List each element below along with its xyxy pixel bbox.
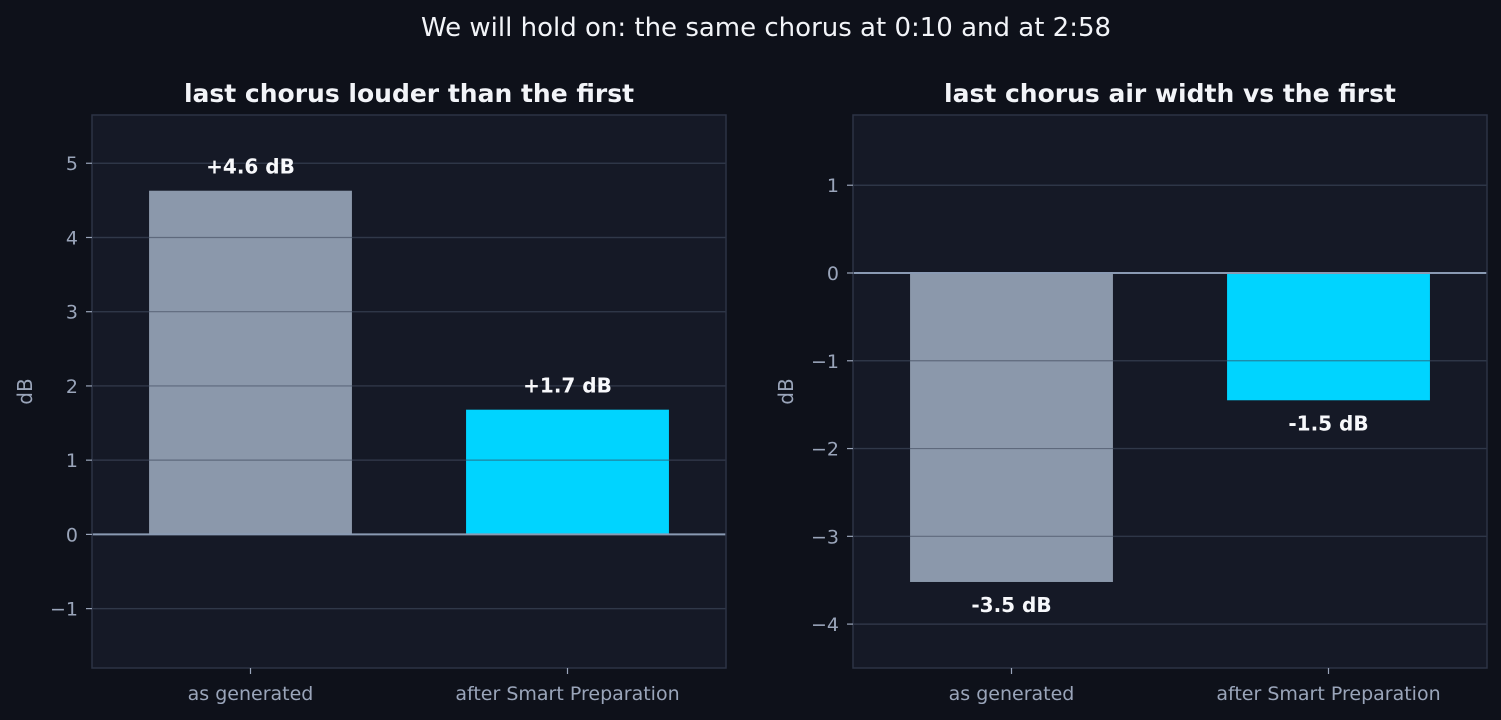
data-label: +4.6 dB xyxy=(206,155,295,179)
y-axis-label: dB xyxy=(13,378,37,404)
x-tick-label: as generated xyxy=(949,683,1075,705)
y-tick-label: −1 xyxy=(811,351,839,373)
x-tick-label: after Smart Preparation xyxy=(455,683,679,705)
x-tick-label: as generated xyxy=(188,683,314,705)
bar-after-smart-preparation xyxy=(466,409,669,535)
y-tick-label: 1 xyxy=(827,175,839,197)
y-tick-label: 0 xyxy=(66,524,78,546)
data-label: +1.7 dB xyxy=(523,374,612,398)
panel-title: last chorus louder than the first xyxy=(184,79,634,108)
y-tick-label: −2 xyxy=(811,439,839,461)
y-tick-label: 4 xyxy=(66,227,78,249)
y-tick-label: −4 xyxy=(811,614,839,636)
panel-title: last chorus air width vs the first xyxy=(944,79,1396,108)
figure-title: We will hold on: the same chorus at 0:10… xyxy=(421,13,1111,43)
chart-panel-2: −4 −3 −2 −1 0 1 as generated after Smart Prepar… xyxy=(774,79,1488,705)
y-axis-label: dB xyxy=(774,378,798,404)
y-tick-label: 5 xyxy=(66,153,78,175)
bar-as-generated xyxy=(149,190,352,535)
data-label: -3.5 dB xyxy=(971,593,1051,617)
y-tick-label: 0 xyxy=(827,263,839,285)
plot-frame xyxy=(852,114,1488,669)
y-tick-label: −3 xyxy=(811,526,839,548)
plot-frame xyxy=(91,114,727,669)
y-tick-label: −1 xyxy=(50,599,78,621)
bar-after-smart-preparation xyxy=(1227,273,1430,401)
y-tick-label: 2 xyxy=(66,376,78,398)
y-tick-label: 1 xyxy=(66,450,78,472)
data-label: -1.5 dB xyxy=(1288,411,1368,435)
chart-panels: −1 0 1 2 3 4 5 as generated after Smart Preparat… xyxy=(13,79,1488,705)
y-tick-label: 3 xyxy=(66,302,78,324)
bar-as-generated xyxy=(910,273,1113,582)
chart-panel-1: −1 0 1 2 3 4 5 as generated after Smart Preparat… xyxy=(13,79,727,705)
x-tick-label: after Smart Preparation xyxy=(1216,683,1440,705)
